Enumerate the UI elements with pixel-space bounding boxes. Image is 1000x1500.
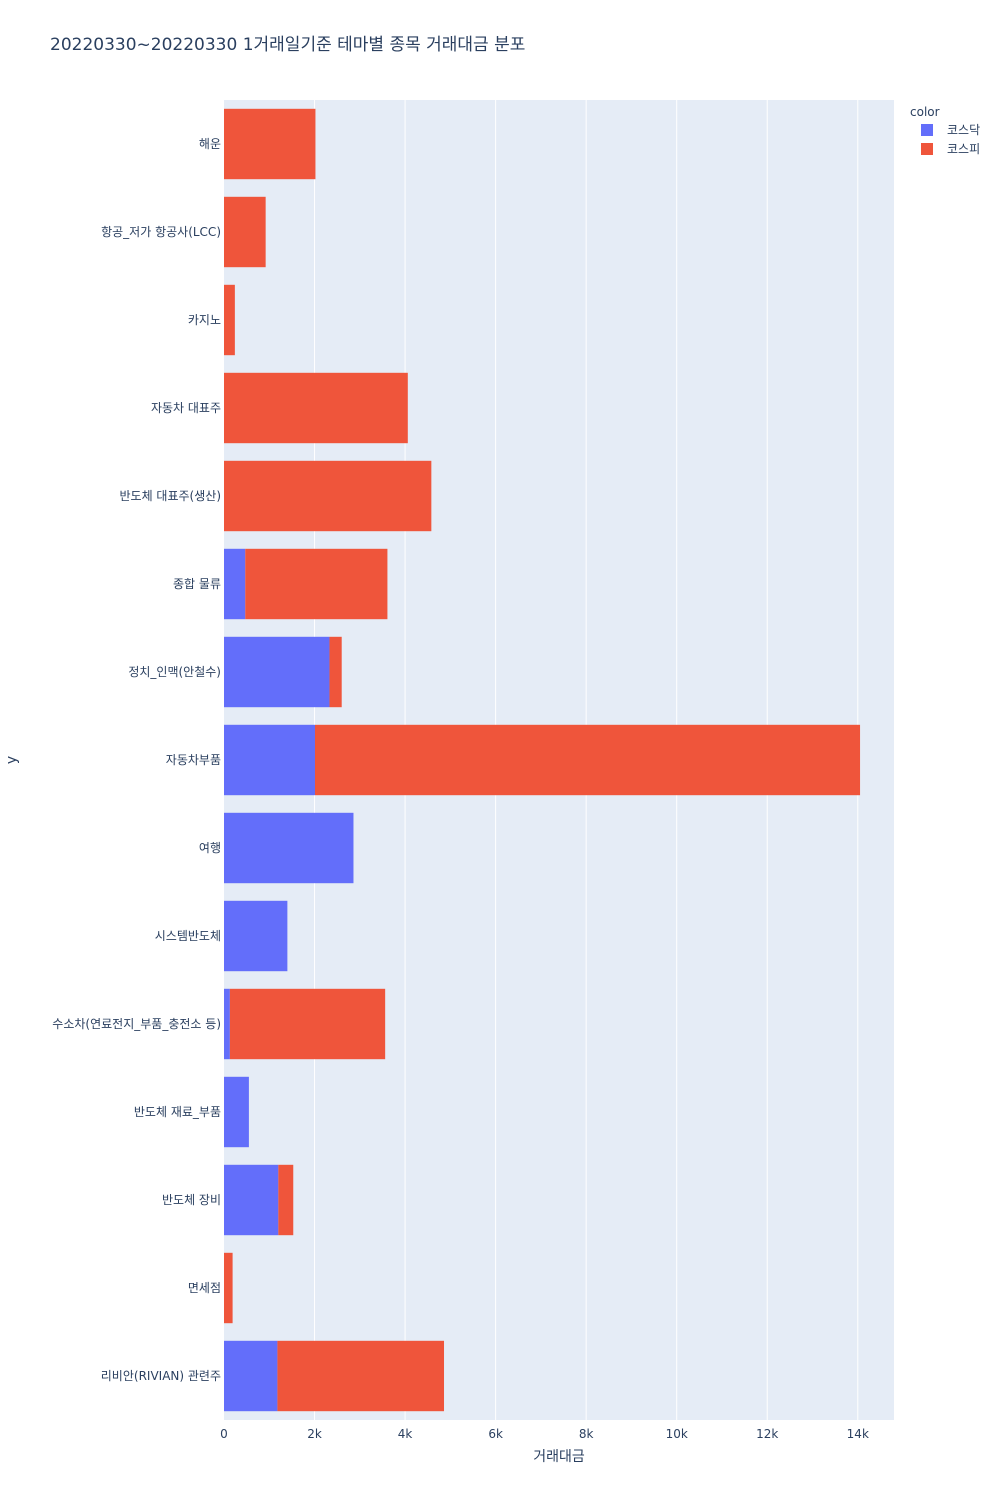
bar-kospi-7	[314, 724, 861, 796]
x-tick-label: 14k	[847, 1427, 869, 1441]
y-tick-label: 자동차부품	[166, 753, 221, 767]
bar-kospi-3	[224, 372, 408, 444]
y-tick-label: 수소차(연료전지_부품_충전소 등)	[52, 1017, 221, 1031]
bar-kosdaq-9	[224, 900, 288, 972]
y-tick-label: 반도체 장비	[162, 1193, 221, 1207]
x-tick-label: 12k	[756, 1427, 778, 1441]
legend-item-label: 코스피	[947, 142, 980, 156]
x-tick-label: 10k	[666, 1427, 688, 1441]
bar-kosdaq-10	[224, 988, 230, 1060]
bar-kosdaq-7	[224, 724, 315, 796]
y-tick-label: 해운	[199, 137, 221, 151]
y-tick-label: 카지노	[188, 313, 221, 327]
legend-swatch-1	[921, 143, 933, 155]
x-tick-label: 2k	[307, 1427, 322, 1441]
x-tick-label: 4k	[398, 1427, 413, 1441]
bar-kosdaq-8	[224, 812, 354, 884]
bar-kosdaq-14	[224, 1340, 278, 1412]
bar-kospi-10	[229, 988, 386, 1060]
y-tick-label: 반도체 재료_부품	[134, 1105, 221, 1119]
y-tick-label: 면세점	[188, 1281, 221, 1295]
x-tick-label: 8k	[579, 1427, 594, 1441]
x-axis-title: 거래대금	[533, 1449, 585, 1465]
y-tick-label: 시스템반도체	[155, 929, 221, 943]
legend-title: color	[910, 105, 940, 119]
x-tick-label: 0	[220, 1427, 228, 1441]
bar-kosdaq-6	[224, 636, 330, 708]
bar-kospi-1	[224, 196, 266, 268]
bar-kospi-6	[329, 636, 342, 708]
bar-kospi-12	[278, 1164, 294, 1236]
bar-kosdaq-12	[224, 1164, 279, 1236]
y-tick-label: 자동차 대표주	[151, 401, 221, 415]
bar-kospi-2	[224, 284, 235, 356]
bar-kosdaq-11	[224, 1076, 249, 1148]
bar-kospi-13	[224, 1252, 233, 1324]
chart-title: 20220330~20220330 1거래일기준 테마별 종목 거래대금 분포	[50, 35, 525, 55]
y-tick-label: 여행	[199, 840, 221, 855]
bar-kospi-4	[224, 460, 432, 532]
bar-kospi-0	[224, 108, 316, 180]
bar-kospi-14	[277, 1340, 445, 1412]
bar-kospi-5	[245, 548, 388, 620]
legend-swatch-0	[921, 124, 933, 136]
y-tick-label: 반도체 대표주(생산)	[120, 489, 222, 503]
y-tick-label: 종합 물류	[173, 577, 221, 591]
y-tick-label: 항공_저가 항공사(LCC)	[101, 225, 221, 239]
legend-item-label: 코스닥	[947, 123, 980, 137]
x-tick-label: 6k	[488, 1427, 503, 1441]
bars	[224, 108, 861, 1412]
x-axis-tick-labels: 0 2k 4k 6k 8k 10k 12k 14k	[220, 1427, 869, 1441]
y-axis-title: y	[4, 756, 20, 764]
bar-kosdaq-5	[224, 548, 246, 620]
y-tick-label: 정치_인맥(안철수)	[128, 665, 221, 679]
y-tick-label: 리비안(RIVIAN) 관련주	[101, 1369, 221, 1383]
